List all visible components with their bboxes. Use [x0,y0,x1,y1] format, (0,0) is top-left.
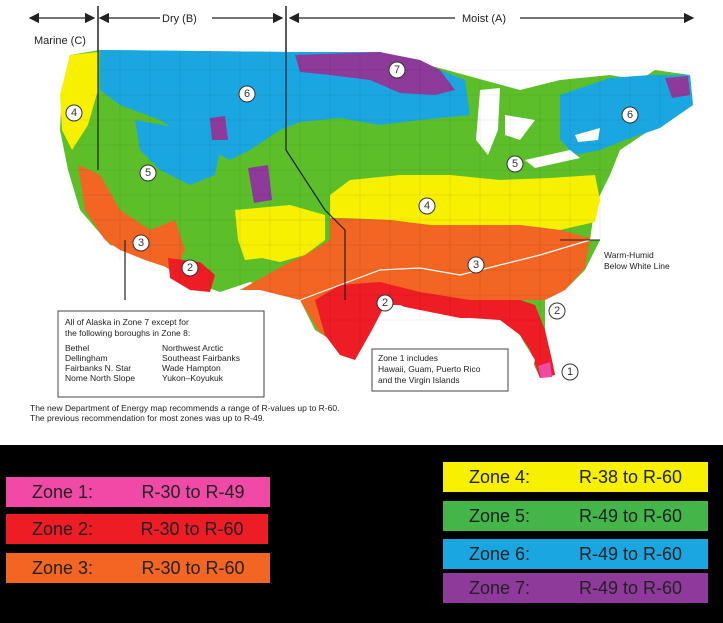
dry-label: Dry (B) [162,13,197,25]
svg-text:2: 2 [187,262,193,274]
svg-text:Yukon–Koyukuk: Yukon–Koyukuk [162,373,224,383]
svg-text:Hawaii, Guam, Puerto Rico: Hawaii, Guam, Puerto Rico [378,364,481,374]
svg-text:Below White Line: Below White Line [604,261,670,271]
zone-marker: 2 [181,259,199,277]
climate-zone-map: Dry (B) Moist (A) Marine (C) [0,0,723,445]
svg-text:7: 7 [394,64,400,76]
svg-text:the following boroughs in Zone: the following boroughs in Zone 8: [65,328,190,338]
zone-marker: 4 [65,104,83,122]
svg-text:Fairbanks N. Star: Fairbanks N. Star [65,363,131,373]
svg-text:1: 1 [567,366,573,378]
legend-zone-label: Zone 4: [469,466,531,487]
legend-zone-6: Zone 6: R-49 to R-60 [443,539,708,569]
svg-text:5: 5 [512,158,518,170]
svg-text:Wade Hampton: Wade Hampton [162,363,221,373]
legend-zone-label: Zone 1: [32,481,94,502]
svg-text:2: 2 [554,305,560,317]
svg-text:2: 2 [382,297,388,309]
legend-r-value: R-30 to R-60 [140,518,244,539]
svg-text:The new Department of Energy m: The new Department of Energy map recomme… [30,403,339,413]
zone-marker: 5 [506,155,524,173]
svg-text:All of Alaska in Zone 7 except: All of Alaska in Zone 7 except for [65,317,189,327]
warm-humid-note: Warm-Humid Below White Line [604,250,670,271]
alaska-note: All of Alaska in Zone 7 except for the f… [57,310,265,398]
zone4-region [330,175,600,230]
map-footnote: The new Department of Energy map recomme… [30,403,339,423]
zone-regions [60,50,693,390]
zone-number-markers: 1 2 2 2 3 3 4 4 5 5 6 6 7 [65,61,639,381]
svg-text:Bethel: Bethel [65,343,89,353]
zone1-region [538,362,552,378]
zone-marker: 2 [548,302,566,320]
zone-marker: 2 [376,294,394,312]
legend-zone-label: Zone 3: [32,557,94,578]
legend-r-value: R-30 to R-60 [141,557,245,578]
legend-zone-2: Zone 2: R-30 to R-60 [6,514,268,544]
svg-text:6: 6 [627,109,633,121]
legend-r-value: R-49 to R-60 [578,505,683,526]
legend-zone-1: Zone 1: R-30 to R-49 [6,477,270,507]
marine-label: Marine (C) [34,35,86,47]
zone2-region [315,282,555,378]
legend-r-value: R-49 to R-60 [578,577,683,598]
svg-text:3: 3 [473,259,479,271]
region-header: Dry (B) Moist (A) Marine (C) [28,6,695,60]
legend-r-value: R-38 to R-60 [578,466,683,487]
legend-r-value: R-49 to R-60 [578,543,683,564]
zone-marker: 6 [238,85,256,103]
moist-label: Moist (A) [462,13,506,25]
svg-text:Zone 1 includes: Zone 1 includes [378,353,438,363]
legend-zone-label: Zone 7: [469,577,531,598]
zone-marker: 6 [621,106,639,124]
svg-text:4: 4 [424,200,430,212]
zone-marker: 3 [132,234,150,252]
svg-text:Northwest Arctic: Northwest Arctic [162,343,224,353]
zone-marker: 7 [388,61,406,79]
svg-text:Southeast Fairbanks: Southeast Fairbanks [162,353,240,363]
us-map-svg: Dry (B) Moist (A) Marine (C) [28,6,695,423]
svg-text:Warm-Humid: Warm-Humid [604,250,654,260]
svg-text:Dellingham: Dellingham [65,353,108,363]
zone-marker: 3 [467,256,485,274]
zone-marker: 4 [418,197,436,215]
zone1-note: Zone 1 includes Hawaii, Guam, Puerto Ric… [371,348,509,392]
legend-zone-3: Zone 3: R-30 to R-60 [6,553,270,583]
legend-zone-label: Zone 2: [32,518,94,539]
legend-zone-7: Zone 7: R-49 to R-60 [443,573,708,603]
zone-marker: 1 [561,363,579,381]
legend-zone-label: Zone 5: [469,505,531,526]
legend-r-value: R-30 to R-49 [141,481,245,502]
svg-text:Nome North Slope: Nome North Slope [65,373,135,383]
svg-text:4: 4 [71,107,77,119]
svg-text:6: 6 [244,88,250,100]
svg-text:and the Virgin Islands: and the Virgin Islands [378,375,460,385]
svg-text:3: 3 [138,237,144,249]
zone-marker: 5 [139,164,157,182]
legend-zone-5: Zone 5: R-49 to R-60 [443,501,708,531]
legend-zone-label: Zone 6: [469,543,531,564]
svg-text:5: 5 [145,167,151,179]
legend-zone-4: Zone 4: R-38 to R-60 [443,462,708,492]
zone7-region [295,52,455,95]
svg-text:The previous recommendation fo: The previous recommendation for most zon… [30,413,265,423]
